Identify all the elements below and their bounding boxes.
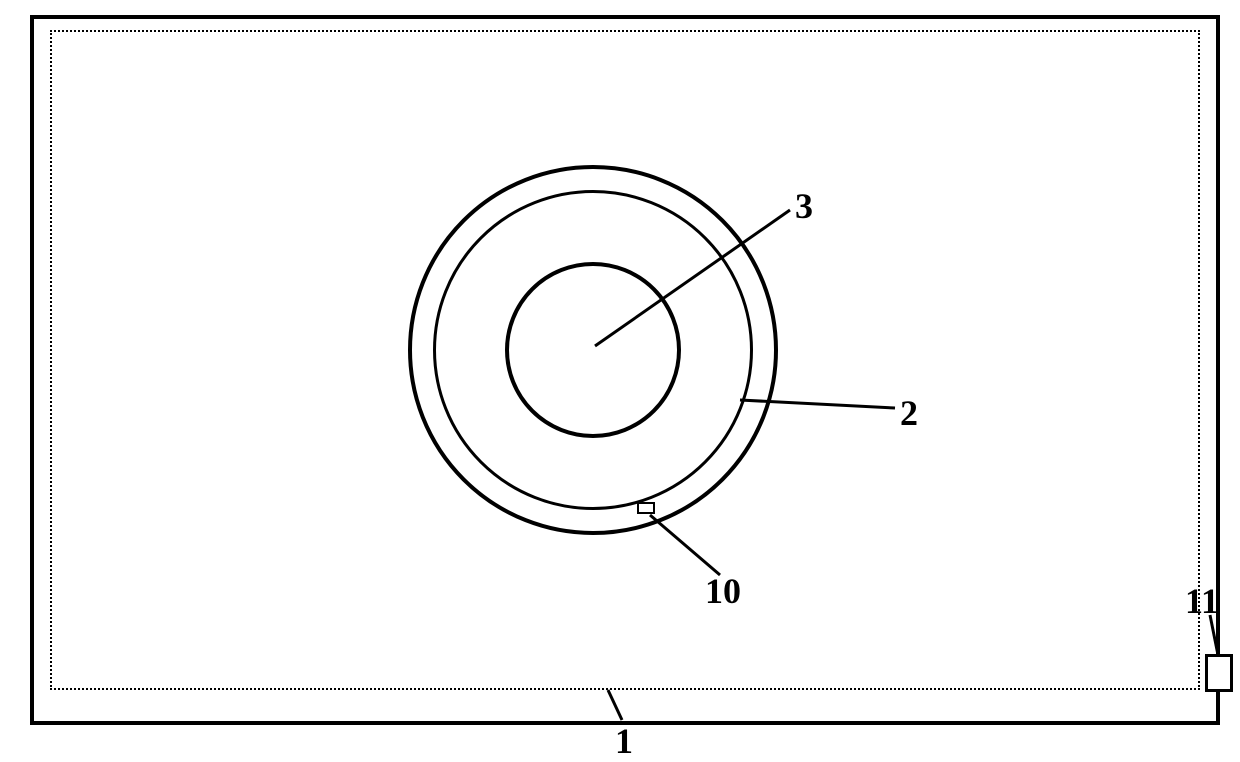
notch-box: [637, 502, 655, 514]
label-10: 10: [705, 570, 741, 612]
port-box: [1205, 654, 1233, 692]
inner-circle: [505, 262, 681, 438]
label-3: 3: [795, 185, 813, 227]
label-1: 1: [615, 720, 633, 762]
label-11: 11: [1185, 580, 1219, 622]
label-2: 2: [900, 392, 918, 434]
